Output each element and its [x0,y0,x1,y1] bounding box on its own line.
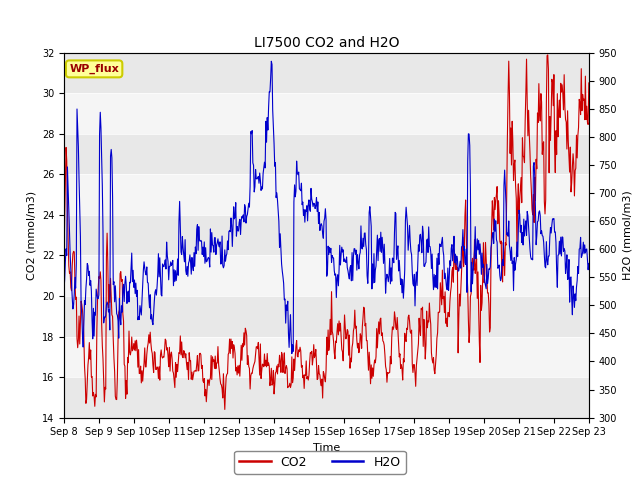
Bar [64,134,589,174]
Bar [64,53,589,93]
Bar [64,377,589,418]
Y-axis label: CO2 (mmol/m3): CO2 (mmol/m3) [26,191,36,280]
Bar [64,255,589,296]
Bar [64,336,589,377]
Y-axis label: H2O (mmol/m3): H2O (mmol/m3) [623,191,633,280]
Bar [64,215,589,255]
Bar [64,174,589,215]
Bar [64,93,589,134]
Text: WP_flux: WP_flux [69,64,119,74]
Legend: CO2, H2O: CO2, H2O [234,451,406,474]
Bar [64,296,589,336]
X-axis label: Time: Time [313,443,340,453]
Title: LI7500 CO2 and H2O: LI7500 CO2 and H2O [253,36,399,50]
